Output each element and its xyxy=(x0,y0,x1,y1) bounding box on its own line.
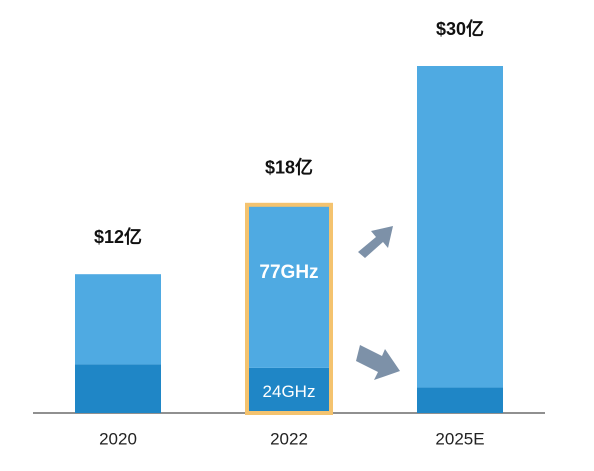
bar-segment xyxy=(75,364,161,413)
x-tick-label: 2022 xyxy=(270,429,308,448)
arrows xyxy=(356,226,400,380)
total-label: $12亿 xyxy=(94,226,142,247)
series-label: 77GHz xyxy=(259,262,318,283)
highlight-frame xyxy=(245,202,333,415)
total-label: $18亿 xyxy=(265,157,313,178)
bar-segment xyxy=(246,367,332,413)
series-label: 24GHz xyxy=(263,382,316,401)
arrow-down xyxy=(356,345,400,380)
x-tick-label: 2020 xyxy=(99,429,137,448)
x-tick-label: 2025E xyxy=(435,429,484,448)
arrow-up xyxy=(358,226,393,258)
total-label: $30亿 xyxy=(436,18,484,39)
bar-segment xyxy=(417,66,503,388)
bar-segment xyxy=(246,204,332,368)
bar-segment xyxy=(75,274,161,365)
bar-segment xyxy=(417,387,503,413)
